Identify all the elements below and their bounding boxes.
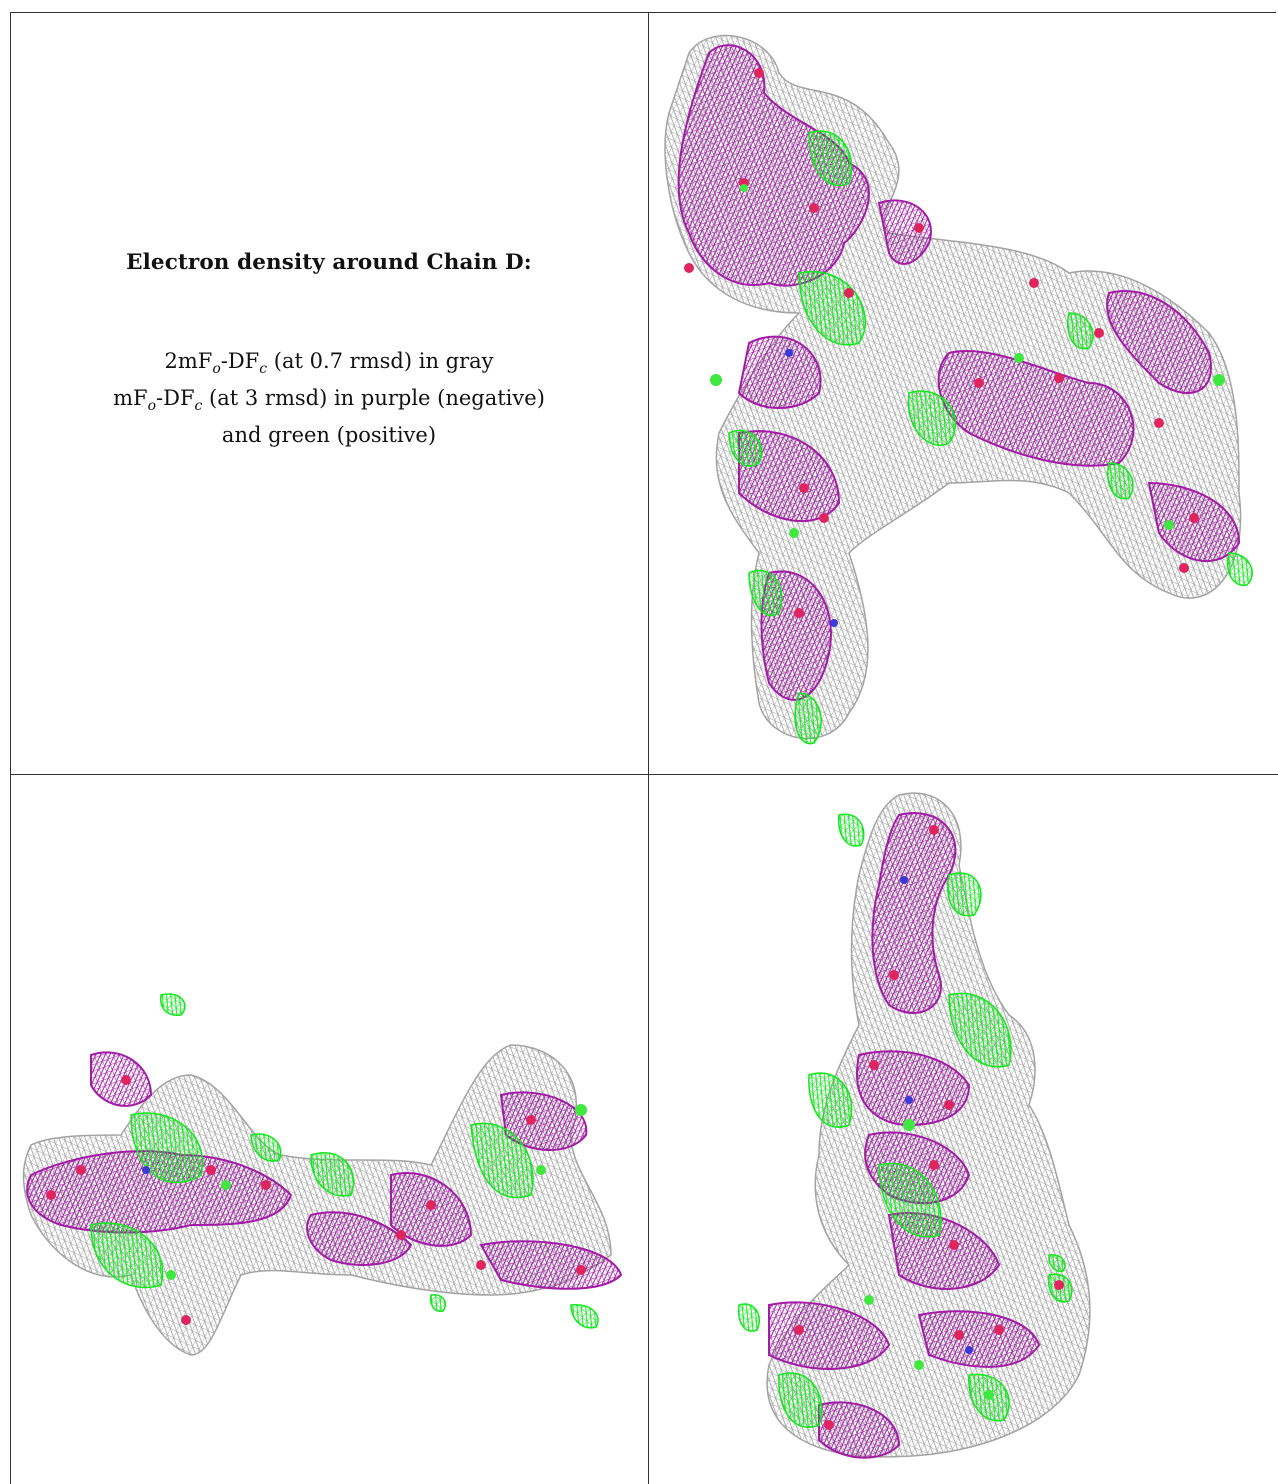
legend-text: 2mF (164, 349, 213, 373)
table-row-divider (10, 774, 1278, 775)
legend-text: mF (113, 386, 148, 411)
legend-text: -DF (220, 349, 260, 373)
caption-cell: Electron density around Chain D: 2mFo-DF… (10, 12, 648, 774)
legend-text: (at 3 rmsd) in purple (negative) (202, 386, 545, 411)
density-render (737, 792, 1091, 1459)
legend-subscript: c (259, 361, 268, 378)
legend-line-2fofc: 2mFo-DFc (at 0.7 rmsd) in gray (113, 347, 545, 384)
green-positive-mesh (90, 993, 599, 1329)
legend-subscript: o (212, 361, 221, 378)
green-positive-mesh (737, 813, 1073, 1428)
atom-markers (794, 825, 1064, 1430)
density-render (664, 34, 1253, 745)
caption-heading: Electron density around Chain D: (126, 250, 532, 275)
legend-text: (at 0.7 rmsd) in gray (267, 349, 494, 373)
purple-negative-mesh (26, 1051, 623, 1290)
gray-2fofc-mesh (766, 792, 1091, 1458)
table-border-top (10, 12, 1276, 13)
legend-text: -DF (156, 386, 195, 411)
density-panel-top-right (649, 13, 1278, 774)
table-column-divider (648, 12, 649, 1484)
legend-line-fofc: mFo-DFc (at 3 rmsd) in purple (negative) (113, 384, 545, 421)
map-legend: 2mFo-DFc (at 0.7 rmsd) in gray mFo-DFc (… (113, 347, 545, 450)
table-border-left (10, 12, 11, 1484)
green-positive-mesh (728, 130, 1253, 745)
atom-markers (684, 68, 1225, 627)
atom-markers (46, 1075, 587, 1325)
legend-line-positive: and green (positive) (221, 423, 437, 448)
density-panel-bottom-right (649, 775, 1278, 1484)
density-render (22, 993, 623, 1356)
legend-subscript: c (194, 398, 203, 415)
legend-subscript: o (147, 398, 157, 415)
density-panel-bottom-left (11, 775, 648, 1484)
